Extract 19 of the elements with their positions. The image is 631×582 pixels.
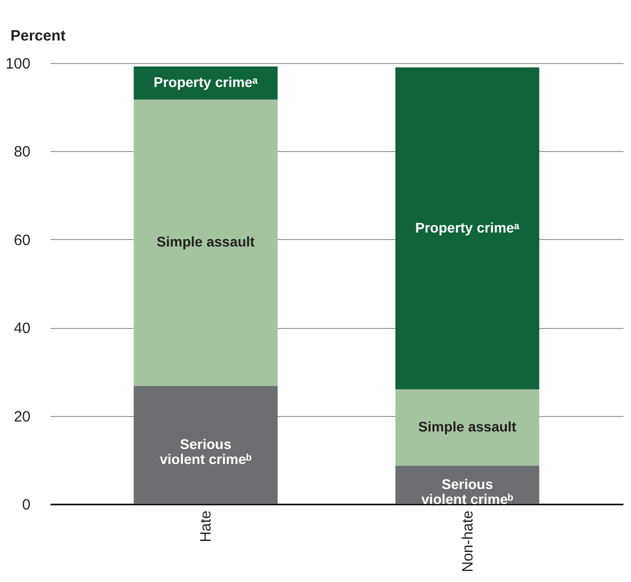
bar — [395, 389, 540, 466]
y-tick-label: 100 — [5, 56, 30, 72]
x-tick-label: Hate — [198, 510, 215, 542]
y-tick-label: 80 — [14, 144, 30, 161]
series-label: Simple assault — [418, 418, 517, 434]
text: Serious violent crimeᵇ — [160, 436, 252, 467]
text: Property crimeᵃ — [415, 219, 520, 236]
y-tick-label: 60 — [14, 232, 30, 249]
y-tick-label: 0 — [22, 496, 30, 514]
bar — [395, 67, 540, 390]
bar — [134, 100, 278, 386]
y-tick-label: 40 — [14, 320, 30, 338]
series-label: Serious violent crimeᵇ — [421, 476, 514, 507]
text: Simple assault — [156, 234, 255, 250]
bar — [134, 386, 278, 504]
x-tick-label: Non-hate — [459, 510, 476, 572]
y-axis-title: Percent — [10, 28, 66, 44]
y-tick-label: 20 — [14, 408, 30, 426]
series-label: Property crimeᵃ — [154, 74, 258, 90]
